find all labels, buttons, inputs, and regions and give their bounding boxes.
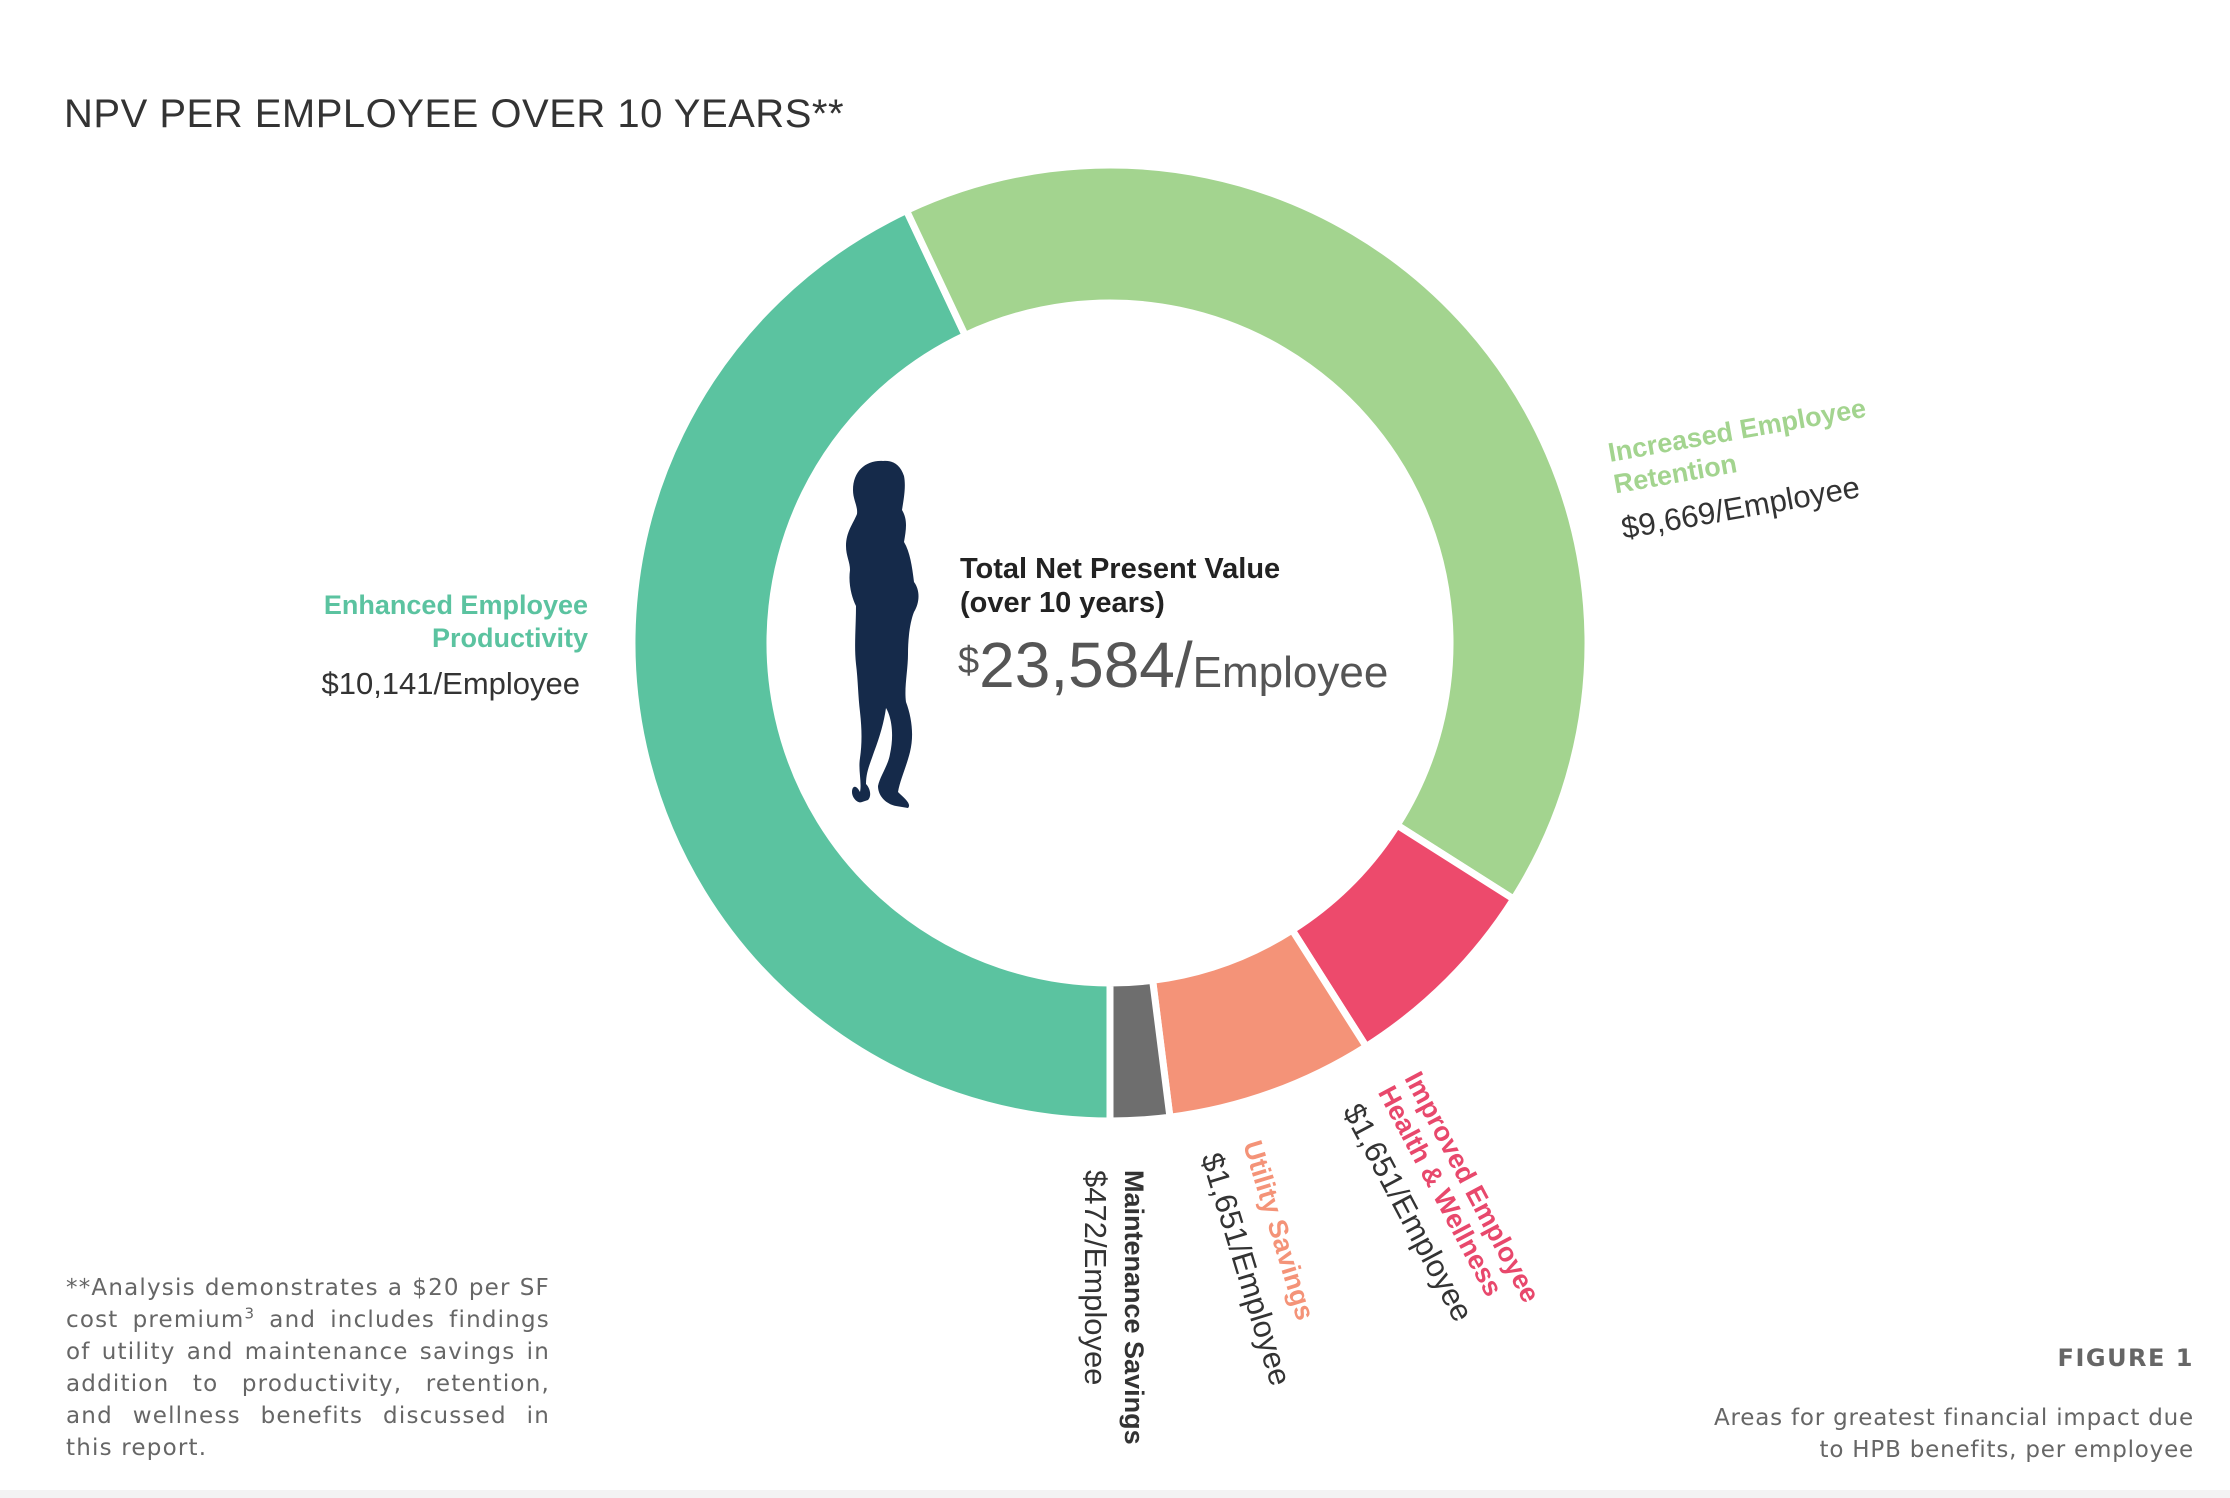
- center-label-line2: (over 10 years): [960, 587, 1165, 619]
- label-retention-line1: Increased Employee: [1606, 393, 1868, 468]
- footnote: **Analysis demonstrates a $20 per SF cos…: [66, 1272, 550, 1464]
- center-total-value: $23,584/Employee: [958, 629, 1388, 701]
- figure-caption-line1: Areas for greatest financial impact due: [1714, 1405, 2194, 1431]
- page-bottom-bar: [0, 1490, 2230, 1498]
- figure-caption-line2: to HPB benefits, per employee: [1819, 1437, 2194, 1463]
- value-maintenance: $472/Employee: [1078, 1170, 1113, 1385]
- center-value-number: 23,584/: [979, 629, 1193, 701]
- donut-slice-increased-employee-retention: [901, 161, 1592, 904]
- label-productivity-line1: Enhanced Employee: [324, 590, 588, 620]
- figure-label: FIGURE 1: [2057, 1344, 2194, 1372]
- value-productivity: $10,141/Employee: [321, 666, 580, 701]
- footnote-text-before: **Analysis demonstrates a $20 per SF cos…: [66, 1275, 550, 1333]
- donut-slice-enhanced-employee-productivity: [628, 205, 1114, 1125]
- label-maintenance: Maintenance Savings: [1119, 1170, 1149, 1445]
- footnote-text-after: and includes findings of utility and mai…: [66, 1307, 550, 1461]
- chart-title: NPV PER EMPLOYEE OVER 10 YEARS**: [64, 92, 845, 136]
- woman-silhouette-icon: [846, 460, 919, 808]
- figure-caption: Areas for greatest financial impact due …: [1674, 1402, 2194, 1466]
- center-value-currency: $: [958, 640, 979, 682]
- donut-slice-maintenance-savings: [1106, 976, 1174, 1125]
- label-productivity-line2: Productivity: [432, 623, 588, 653]
- footnote-superscript: 3: [244, 1304, 256, 1323]
- center-label-line1: Total Net Present Value: [960, 553, 1280, 585]
- donut-slices: [628, 161, 1592, 1125]
- center-value-unit: Employee: [1193, 648, 1389, 697]
